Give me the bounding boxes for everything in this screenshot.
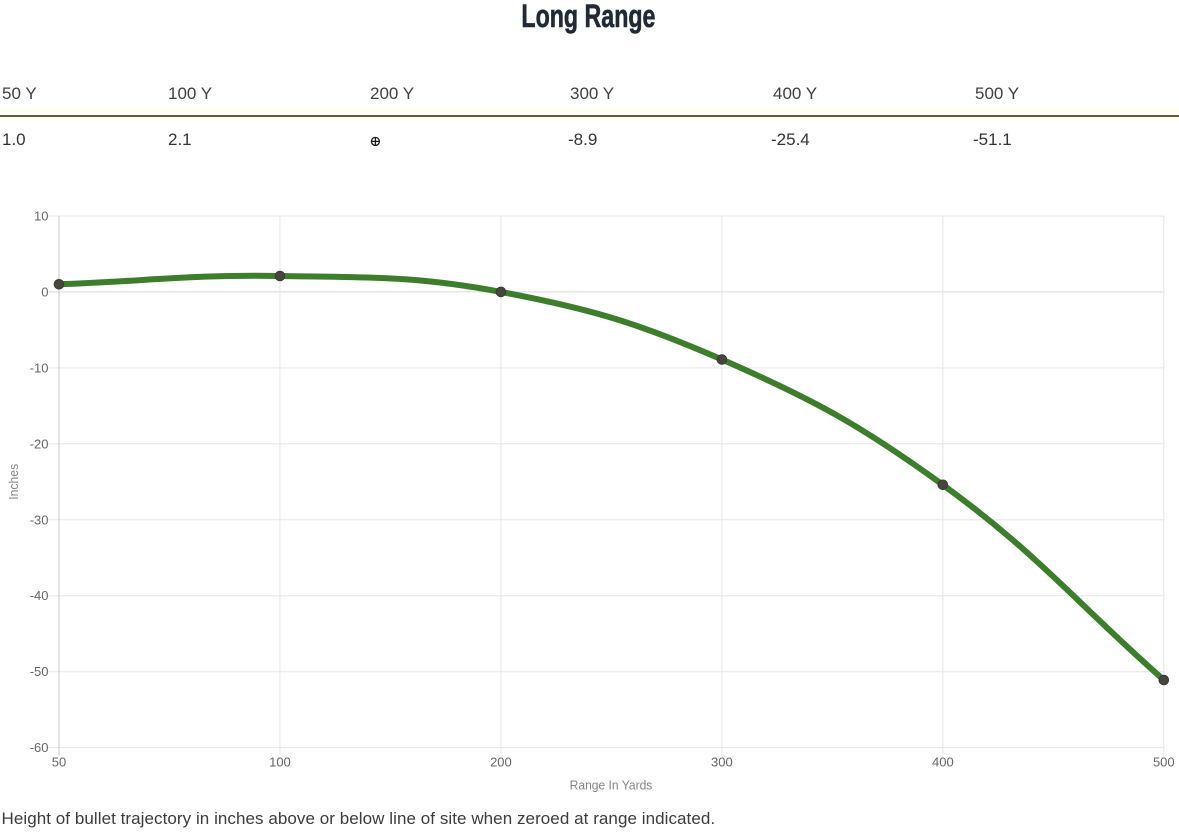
svg-text:500: 500 xyxy=(1153,755,1175,770)
svg-text:Range In Yards: Range In Yards xyxy=(570,778,653,793)
svg-text:-30: -30 xyxy=(30,512,49,527)
svg-text:-20: -20 xyxy=(30,436,49,451)
svg-text:50: 50 xyxy=(52,755,66,770)
svg-text:-10: -10 xyxy=(30,360,49,375)
svg-text:10: 10 xyxy=(34,209,48,224)
svg-text:300: 300 xyxy=(711,755,733,770)
svg-text:-60: -60 xyxy=(30,740,49,755)
svg-text:400: 400 xyxy=(932,755,954,770)
svg-text:200: 200 xyxy=(490,755,512,770)
svg-text:-50: -50 xyxy=(30,664,49,679)
svg-text:Inches: Inches xyxy=(7,464,21,500)
svg-text:100: 100 xyxy=(269,755,291,770)
svg-text:-40: -40 xyxy=(30,588,49,603)
svg-text:0: 0 xyxy=(41,284,48,299)
